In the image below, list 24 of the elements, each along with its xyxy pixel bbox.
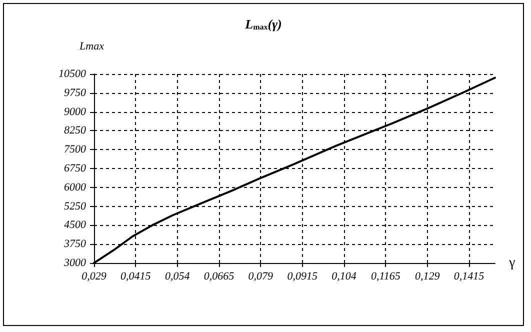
y-tick-label: 3750	[63, 238, 86, 250]
y-tick-label: 3000	[63, 257, 86, 269]
x-tick-label: 0,054	[164, 270, 190, 282]
x-tick-label: 0,0915	[287, 270, 318, 282]
y-tick-label: 6000	[64, 181, 86, 194]
y-tick-label: 5250	[64, 200, 86, 212]
x-tick-label: 0,029	[82, 270, 107, 282]
y-tick-label: 10500	[58, 68, 86, 80]
x-tick-label: 0,1415	[454, 270, 485, 282]
x-tick-label: 0,104	[332, 270, 357, 282]
y-tick-label: 8250	[64, 124, 86, 137]
x-tick-label: 0,0665	[204, 270, 235, 282]
y-tick-label: 9000	[64, 106, 86, 118]
x-tick-label: 0,0415	[120, 270, 152, 282]
y-axis-title: Lmax	[78, 40, 104, 52]
y-tick-label: 6750	[64, 162, 86, 174]
x-tick-label: 0,1165	[370, 270, 401, 282]
y-tick-label: 4500	[64, 219, 86, 232]
x-axis-title: γ	[508, 256, 516, 270]
y-tick-label: 7500	[64, 144, 86, 156]
y-tick-label: 9750	[64, 86, 86, 99]
x-tick-label: 0,079	[248, 270, 274, 282]
x-tick-label: 0,129	[414, 270, 440, 282]
chart-title: Lmax(γ)	[244, 16, 282, 32]
